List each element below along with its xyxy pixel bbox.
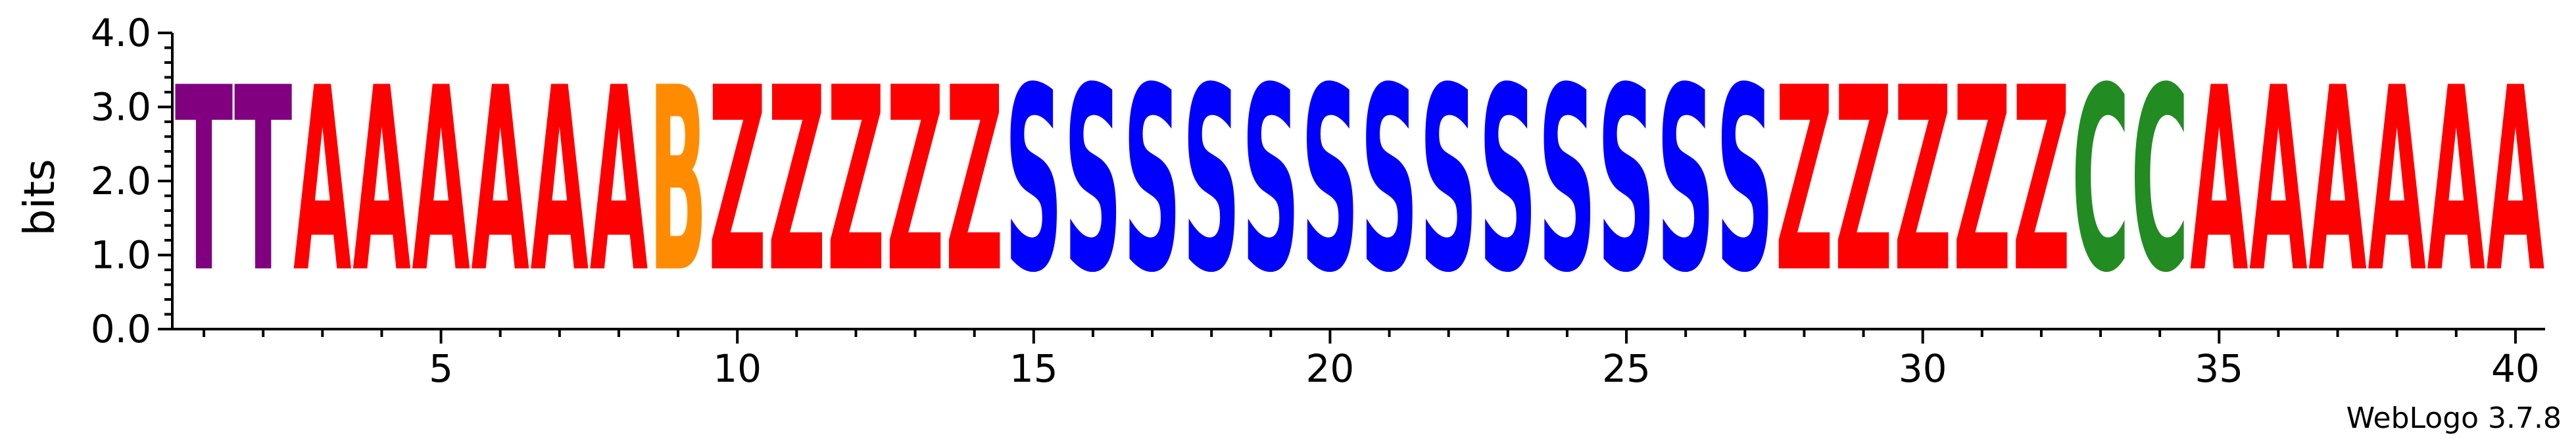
logo-letter: C <box>2131 34 2189 328</box>
logo-letter: Z <box>827 34 885 329</box>
x-tick-label: 40 <box>2491 346 2540 391</box>
logo-letter: B <box>649 33 707 328</box>
logo-letter: C <box>2072 34 2129 328</box>
logo-letter: S <box>1360 34 1418 328</box>
logo-letter: S <box>1716 34 1774 328</box>
y-tick-label: 4.0 <box>91 11 151 55</box>
logo-letter: A <box>293 34 352 328</box>
logo-letter: S <box>1657 34 1714 328</box>
logo-letter: A <box>2308 34 2367 328</box>
logo-letter: Z <box>1775 34 1833 329</box>
logo-letter: A <box>2427 34 2486 328</box>
logo-letter: Z <box>1953 34 2011 329</box>
logo-letter: A <box>590 34 648 328</box>
logo-letter: A <box>352 34 411 328</box>
logo-letter: S <box>1538 34 1596 328</box>
logo-letter: A <box>2190 34 2248 328</box>
logo-letter: Z <box>1834 34 1892 329</box>
logo-letter: S <box>1005 34 1063 328</box>
y-tick-label: 1.0 <box>91 233 151 278</box>
logo-letter: Z <box>2012 34 2070 329</box>
logo-letter: S <box>1420 34 1478 328</box>
logo-letter: A <box>412 34 470 328</box>
logo-letter: Z <box>946 34 1004 329</box>
x-tick-label: 30 <box>1899 346 1947 391</box>
y-axis-label: bits <box>16 159 64 236</box>
y-axis: 0.0 1.0 2.0 3.0 4.0 <box>91 11 174 351</box>
x-tick-label: 25 <box>1602 346 1651 391</box>
logo-letter: S <box>1182 34 1240 328</box>
logo-letter: A <box>2368 34 2427 328</box>
y-tick-label: 3.0 <box>91 85 151 130</box>
y-tick-label: 0.0 <box>91 307 151 351</box>
logo-letter: A <box>2249 34 2308 328</box>
x-tick-label: 20 <box>1306 346 1355 391</box>
x-tick-label: 5 <box>429 346 453 391</box>
weblogo-credit: WebLogo 3.7.8 <box>2346 401 2562 435</box>
y-tick-label: 2.0 <box>91 159 151 203</box>
logo-letter: T <box>175 34 233 328</box>
logo-letter: A <box>531 34 589 328</box>
x-axis: 5 10 15 20 25 30 35 40 <box>172 328 2545 391</box>
logo-letter: Z <box>1894 34 1952 329</box>
logo-letter: Z <box>767 34 825 329</box>
logo-letter: S <box>1123 34 1181 328</box>
logo-letter: T <box>234 34 293 328</box>
logo-letter: A <box>2487 34 2545 328</box>
logo-letter: S <box>1242 34 1300 328</box>
x-tick-label: 35 <box>2195 346 2243 391</box>
logo-letter: Z <box>886 34 944 329</box>
x-tick-label: 10 <box>713 346 762 391</box>
logo-letter: A <box>472 34 530 328</box>
logo-letter: S <box>1064 34 1122 328</box>
logo-letter: S <box>1301 34 1359 328</box>
x-tick-label: 15 <box>1009 346 1058 391</box>
logo-letter: S <box>1479 34 1537 328</box>
logo-letter: S <box>1597 34 1655 328</box>
logo-letter: Z <box>708 34 766 329</box>
